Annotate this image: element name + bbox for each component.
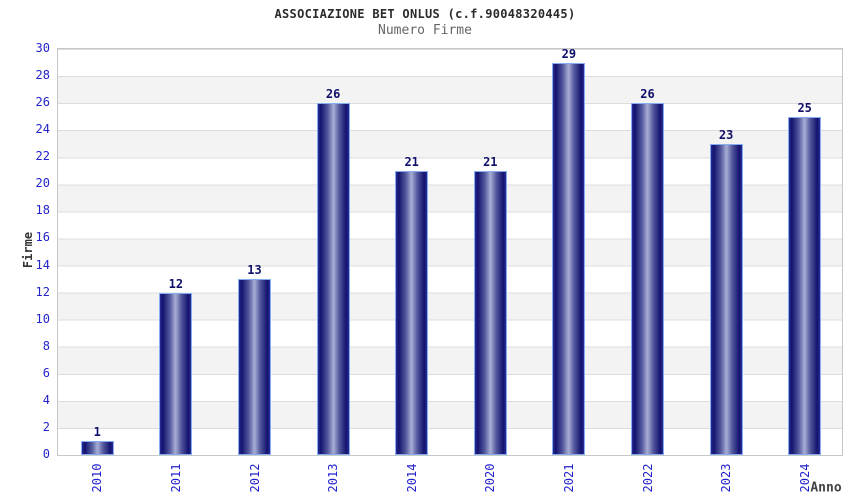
bar-value-label: 25: [797, 100, 812, 115]
x-axis-label: Anno: [810, 480, 842, 496]
bar-2023: [709, 143, 743, 455]
y-tick-label: 2: [42, 419, 50, 434]
y-tick-label: 24: [35, 122, 50, 137]
bar-value-label: 26: [325, 87, 341, 102]
bar-2010: [80, 441, 114, 455]
bar-2013: [316, 103, 350, 455]
y-tick-label: 16: [35, 230, 50, 245]
bar-2012: [238, 279, 271, 455]
y-tick-label: 4: [42, 392, 50, 407]
bar-value-label: 21: [483, 154, 498, 169]
y-tick-label: 0: [42, 447, 50, 461]
bar-value-label: 21: [404, 154, 419, 169]
y-tick-label: 26: [35, 95, 50, 110]
bar-value-label: 26: [640, 87, 655, 102]
bar-value-label: 29: [561, 46, 577, 61]
plot-area: 1 12 13 26 21 21 29 26 23 25: [57, 46, 843, 456]
x-tick-label: 2020: [483, 463, 498, 493]
x-tick-label: 2010: [90, 463, 105, 493]
bar-2011: [159, 292, 193, 455]
x-tick-label: 2013: [326, 463, 341, 493]
chart-title: ASSOCIAZIONE BET ONLUS (c.f.90048320445): [274, 7, 576, 21]
bar-2020: [473, 170, 507, 455]
bar-2014: [395, 170, 429, 455]
y-tick-label: 20: [35, 176, 50, 191]
y-tick-label: 28: [35, 68, 50, 83]
y-tick-label: 30: [35, 41, 50, 55]
bar-value-label: 1: [93, 425, 101, 440]
x-tick-label: 2023: [719, 463, 734, 493]
y-tick-label: 18: [35, 203, 50, 218]
bar-2021: [552, 62, 586, 455]
x-tick-label: 2012: [247, 463, 262, 493]
y-tick-label: 10: [35, 311, 50, 326]
bar-value-label: 23: [718, 127, 734, 142]
bar-value-label: 12: [168, 276, 184, 291]
y-tick-label: 14: [35, 257, 50, 272]
chart-subtitle: Numero Firme: [378, 23, 472, 38]
bar-2024: [788, 116, 822, 455]
y-tick-label: 6: [42, 365, 50, 380]
bar-2022: [631, 103, 664, 455]
y-tick-label: 12: [35, 284, 50, 299]
x-tick-label: 2014: [404, 463, 419, 493]
bar-value-label: 13: [247, 263, 262, 278]
x-tick-label: 2022: [640, 463, 655, 493]
x-tick-label: 2011: [168, 463, 183, 493]
x-tick-label: 2021: [561, 463, 576, 493]
y-tick-label: 22: [35, 149, 50, 164]
y-tick-label: 8: [42, 338, 50, 353]
